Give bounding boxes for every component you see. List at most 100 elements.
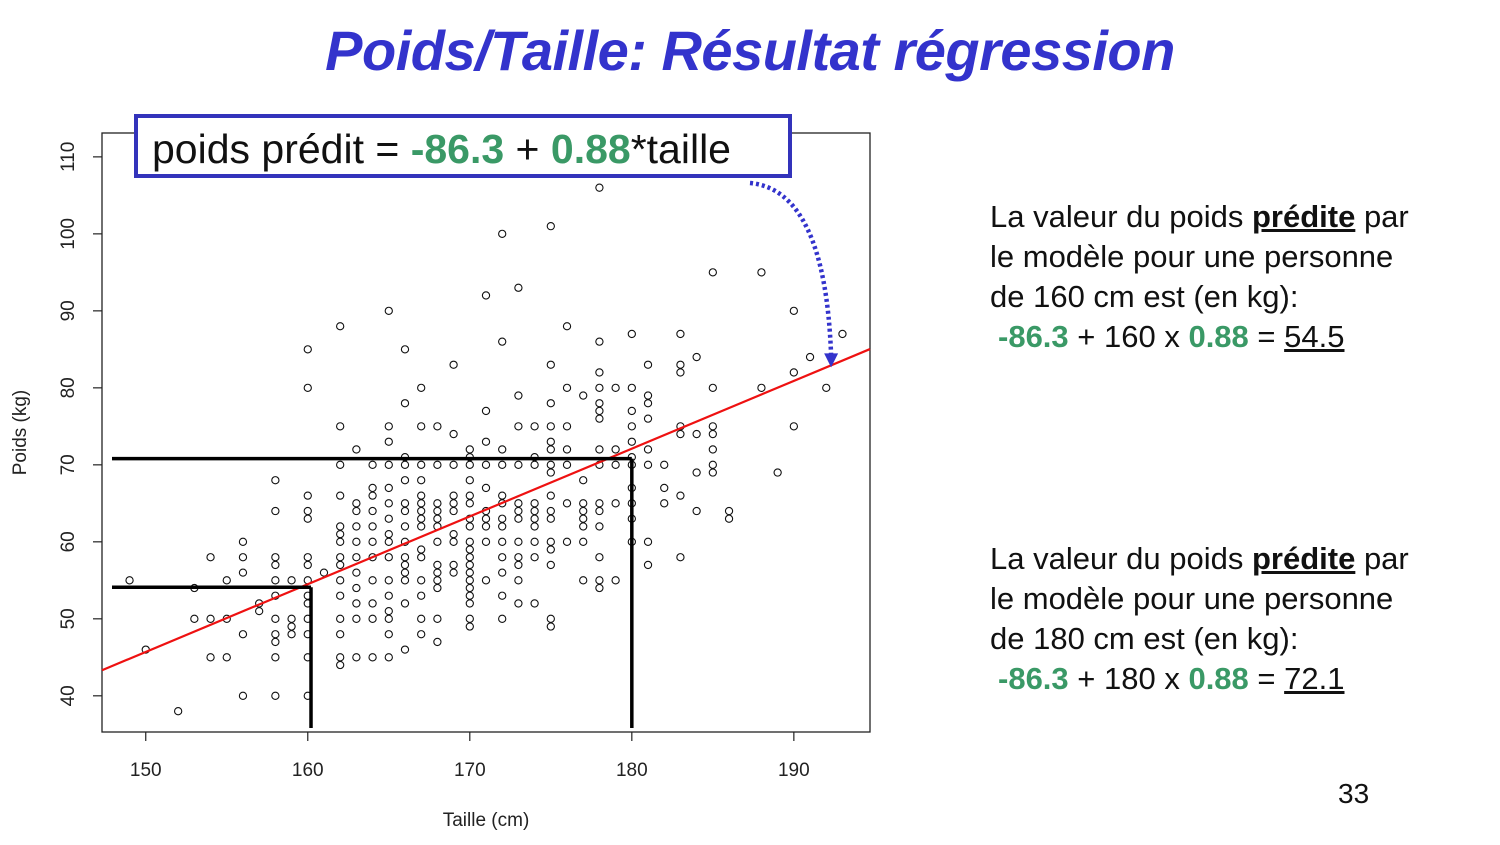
note-emphasis: prédite [1251,541,1356,576]
data-point [530,506,539,516]
data-point [530,460,539,469]
note-calculation: -86.3 + 160 x 0.88 = 54.5 [990,317,1470,357]
data-point [595,553,604,562]
data-point [514,599,523,608]
data-point [643,445,653,454]
data-point [352,499,361,508]
x-tick-label: 190 [778,760,810,781]
data-point [368,506,377,516]
calc-result: 72.1 [1284,661,1345,696]
data-point [546,445,555,454]
data-point [481,437,491,446]
data-point [384,483,393,493]
data-point [579,499,588,508]
data-point [546,622,555,631]
data-point [546,460,555,469]
data-point [465,553,474,562]
data-point [336,653,345,662]
data-point [174,707,183,716]
data-point [465,599,474,608]
data-point [708,422,717,431]
data-point [595,183,604,192]
data-point [449,529,458,539]
data-point [238,691,248,700]
data-point [400,460,410,469]
data-point [417,506,426,516]
calc-intercept: -86.3 [998,661,1069,696]
data-point [595,522,604,531]
data-point [449,499,458,508]
data-point [514,283,523,292]
data-point [822,383,831,392]
data-point [400,499,410,508]
data-point [498,445,507,454]
regression-line [101,348,871,672]
data-point [498,614,507,623]
prediction-note-180: La valeur du poids prédite par le modèle… [990,539,1470,699]
data-point [352,653,361,662]
data-point [805,352,815,362]
annotation-arrowhead [824,353,839,368]
data-point [498,537,507,546]
note-calculation: -86.3 + 180 x 0.88 = 72.1 [990,659,1470,699]
data-point [708,429,717,439]
data-point [514,499,523,508]
data-point [595,406,604,416]
data-point [433,460,442,469]
data-point [724,514,734,523]
x-tick-label: 180 [616,760,648,781]
data-point [660,499,669,508]
data-point [562,460,572,469]
data-point [303,345,312,354]
data-point [384,422,393,431]
data-point [336,576,345,585]
note-line: le modèle pour une personne [990,581,1394,616]
note-line: de 180 cm est (en kg): [990,621,1299,656]
calc-intercept: -86.3 [998,319,1069,354]
data-point [789,368,798,377]
data-point [433,514,442,523]
data-point [514,506,523,516]
note-text: par [1355,199,1409,234]
data-point [465,545,474,554]
data-point [708,268,717,277]
data-point [530,422,539,431]
data-point [222,576,231,585]
data-point [400,522,410,531]
data-point [336,522,345,531]
data-point [595,499,604,508]
plot-frame [101,132,871,733]
x-tick-label: 170 [454,760,486,781]
data-point [676,360,685,369]
data-point [498,229,507,239]
data-point [546,468,555,477]
data-point [271,637,280,647]
data-point [627,437,636,446]
data-point [287,630,296,639]
data-point [336,460,345,469]
data-point [417,499,426,508]
y-tick-label: 90 [58,300,79,321]
data-point [595,399,604,408]
data-point [336,537,345,546]
data-point [514,537,523,546]
data-point [579,522,588,531]
data-point [287,576,296,585]
data-point [692,506,701,516]
data-point [206,553,215,562]
data-point [579,514,588,523]
note-text: par [1355,541,1409,576]
data-point [238,568,248,577]
data-point [546,422,555,431]
data-point [530,522,539,531]
data-point [514,460,523,469]
equation-plus: + [504,126,551,172]
data-point [433,614,442,623]
data-point [530,499,539,508]
data-point [368,491,377,500]
data-point [708,468,717,477]
data-point [449,537,458,546]
data-point [562,322,572,331]
data-point [303,560,312,570]
data-point [789,422,798,431]
